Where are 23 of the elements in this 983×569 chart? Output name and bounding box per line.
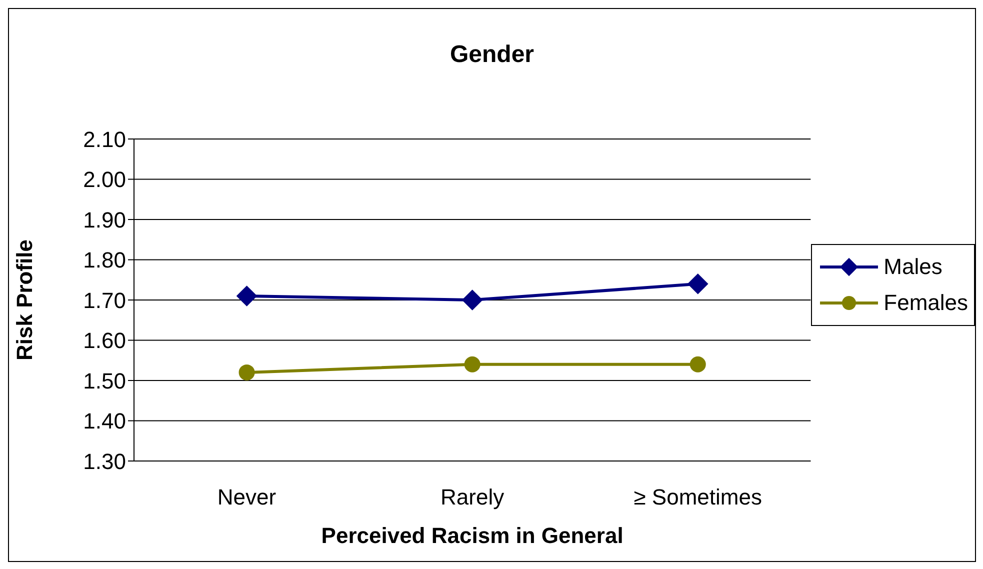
point — [236, 286, 258, 306]
y-tick-label: 1.50 — [83, 368, 126, 394]
y-tick-label: 2.10 — [83, 126, 126, 152]
x-tick-label: Rarely — [440, 484, 504, 510]
legend-label: Females — [884, 290, 968, 316]
point — [462, 290, 483, 310]
legend-label: Males — [884, 254, 942, 280]
x-axis-title: Perceived Racism in General — [321, 523, 624, 548]
y-tick-label: 1.80 — [83, 248, 126, 273]
y-tick-label: 1.70 — [83, 288, 126, 313]
y-tick-label: 2.00 — [83, 167, 126, 192]
chart-title: Gender — [448, 41, 536, 69]
point — [687, 274, 708, 294]
y-axis-title: Risk Profile — [12, 239, 37, 361]
y-tick-label: 1.40 — [83, 408, 126, 434]
y-tick-label: 1.60 — [83, 328, 126, 354]
x-tick-label: Never — [217, 484, 276, 510]
point — [690, 356, 706, 372]
x-tick-label: ≥ Sometimes — [634, 484, 762, 510]
point — [464, 356, 480, 372]
y-tick-label: 1.30 — [83, 448, 126, 474]
y-tick-label: 1.90 — [83, 207, 126, 232]
point — [238, 364, 255, 380]
